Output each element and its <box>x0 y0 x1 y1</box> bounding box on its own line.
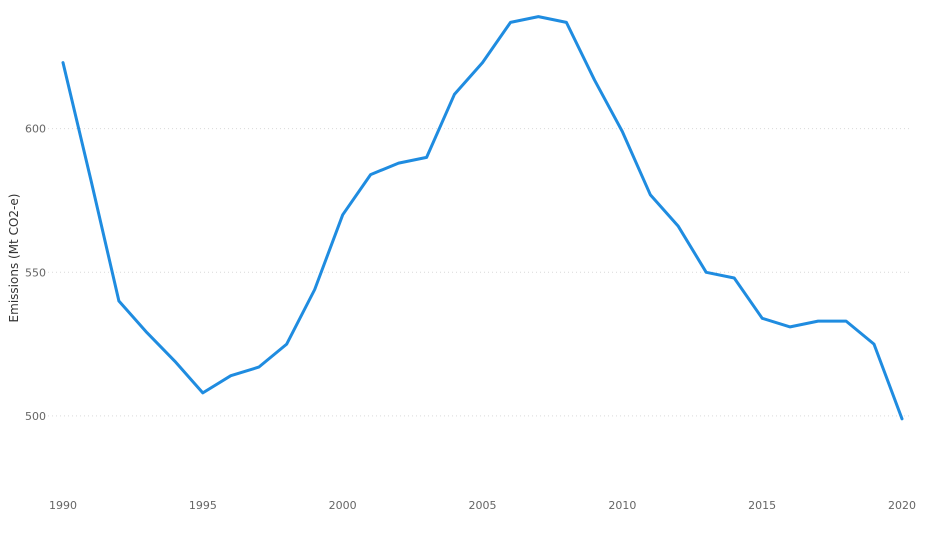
data-point-2015[interactable] <box>758 314 766 322</box>
data-point-2014[interactable] <box>730 274 738 282</box>
x-tick-label: 1995 <box>189 499 217 512</box>
data-point-2011[interactable] <box>646 191 654 199</box>
data-point-2002[interactable] <box>395 159 403 167</box>
data-point-1996[interactable] <box>227 372 235 380</box>
x-tick-label: 2020 <box>888 499 916 512</box>
data-point-2007[interactable] <box>534 13 542 21</box>
y-tick-label: 550 <box>25 266 46 279</box>
data-point-1997[interactable] <box>255 363 263 371</box>
x-tick-label: 2015 <box>748 499 776 512</box>
data-point-2005[interactable] <box>479 59 487 67</box>
data-point-2003[interactable] <box>423 153 431 161</box>
data-point-2020[interactable] <box>898 415 906 423</box>
data-point-2010[interactable] <box>618 128 626 136</box>
data-point-1998[interactable] <box>283 340 291 348</box>
data-point-1992[interactable] <box>115 297 123 305</box>
data-point-2012[interactable] <box>674 222 682 230</box>
x-tick-label: 2005 <box>469 499 497 512</box>
data-point-2008[interactable] <box>562 18 570 26</box>
data-point-2017[interactable] <box>814 317 822 325</box>
x-axis-ticks: 1990 1995 2000 2005 2010 2015 2020 <box>49 499 916 512</box>
data-point-2013[interactable] <box>702 268 710 276</box>
series-line-0[interactable] <box>61 15 904 421</box>
data-point-1993[interactable] <box>143 329 151 337</box>
data-point-1991[interactable] <box>87 176 95 184</box>
data-point-1995[interactable] <box>199 389 207 397</box>
x-tick-label: 1990 <box>49 499 77 512</box>
data-point-2000[interactable] <box>339 211 347 219</box>
data-point-1990[interactable] <box>59 59 67 67</box>
data-point-1994[interactable] <box>171 357 179 365</box>
data-point-2006[interactable] <box>506 18 514 26</box>
gridlines <box>48 128 910 417</box>
series-layer <box>59 13 906 423</box>
x-tick-label: 2000 <box>329 499 357 512</box>
data-point-2016[interactable] <box>786 323 794 331</box>
y-tick-label: 600 <box>25 123 46 136</box>
data-point-1999[interactable] <box>311 286 319 294</box>
y-axis-ticks: 500 550 600 <box>25 123 46 423</box>
data-point-2009[interactable] <box>590 76 598 84</box>
x-tick-label: 2010 <box>608 499 636 512</box>
y-tick-label: 500 <box>25 410 46 423</box>
data-point-2001[interactable] <box>367 171 375 179</box>
data-point-2004[interactable] <box>451 90 459 98</box>
data-point-2019[interactable] <box>870 340 878 348</box>
y-axis-title: Emissions (Mt CO2-e) <box>7 194 21 323</box>
data-point-2018[interactable] <box>842 317 850 325</box>
